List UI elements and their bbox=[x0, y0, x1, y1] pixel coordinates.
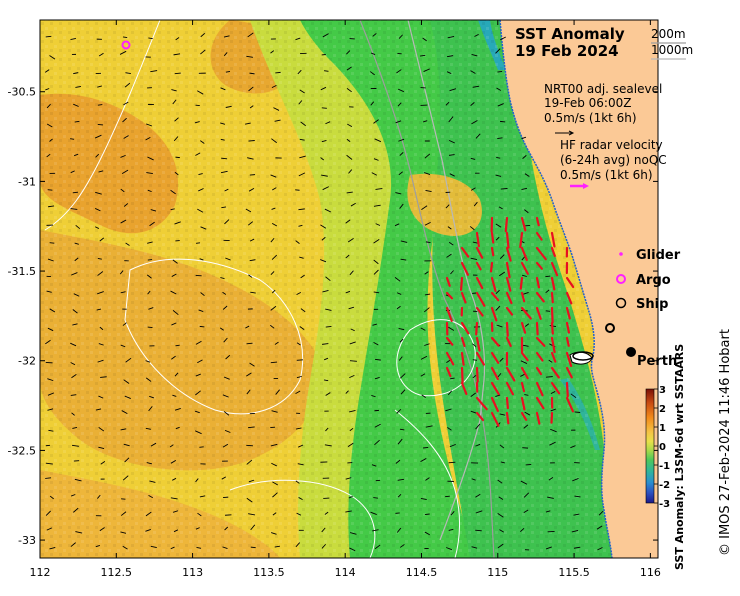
sealevel-arrow bbox=[148, 327, 153, 328]
lon-tick-label: 112 bbox=[30, 566, 51, 579]
colorbar-tick-label: 1 bbox=[659, 423, 666, 434]
sealevel-arrow bbox=[271, 362, 277, 363]
lon-tick-label: 116 bbox=[640, 566, 661, 579]
sealevel-arrow bbox=[500, 121, 505, 122]
lon-tick-label: 114 bbox=[335, 566, 356, 579]
radar-arrow bbox=[567, 383, 568, 396]
radar-arrow bbox=[521, 278, 522, 289]
radar-arrow bbox=[552, 308, 553, 322]
radar-line3: 0.5m/s (1kt 6h) bbox=[560, 168, 653, 182]
colorbar bbox=[646, 389, 654, 503]
sealevel-arrow bbox=[148, 260, 152, 261]
radar-arrow bbox=[476, 323, 477, 334]
sealevel-arrow bbox=[475, 530, 482, 531]
radar-line1: HF radar velocity bbox=[560, 138, 663, 152]
sealevel-arrow bbox=[251, 547, 256, 548]
sealevel-line2: 19-Feb 06:00Z bbox=[544, 96, 631, 110]
sealevel-arrow bbox=[425, 514, 430, 515]
lat-tick-label: -32 bbox=[18, 355, 36, 368]
radar-arrow bbox=[506, 218, 507, 231]
sealevel-arrow bbox=[45, 478, 51, 479]
sealevel-arrow bbox=[322, 108, 327, 109]
sealevel-arrow bbox=[175, 345, 179, 346]
perth-marker bbox=[626, 347, 636, 357]
sealevel-arrow bbox=[100, 377, 107, 378]
radar-arrow bbox=[537, 323, 538, 334]
sealevel-arrow bbox=[575, 412, 581, 413]
sealevel-arrow bbox=[546, 377, 553, 378]
perth-label: Perth bbox=[637, 354, 677, 369]
lat-tick-label: -30.5 bbox=[8, 86, 36, 99]
colorbar-tick-label: -3 bbox=[659, 499, 670, 510]
colorbar-label: SST Anomaly: L3SM-6d wrt SSTAARS bbox=[673, 344, 686, 570]
lon-tick-label: 114.5 bbox=[406, 566, 438, 579]
map-title: SST Anomaly bbox=[515, 25, 625, 43]
radar-arrow bbox=[507, 233, 509, 248]
sealevel-arrow bbox=[297, 360, 303, 361]
radar-arrow bbox=[507, 398, 508, 408]
lon-tick-label: 112.5 bbox=[101, 566, 133, 579]
sealevel-arrow bbox=[123, 37, 127, 38]
sealevel-arrow bbox=[326, 326, 332, 327]
contour-label-200m: 200m bbox=[651, 27, 686, 41]
legend-ship: Ship bbox=[636, 297, 668, 312]
sealevel-line1: NRT00 adj. sealevel bbox=[544, 82, 662, 96]
radar-arrow bbox=[507, 413, 508, 423]
glider-icon bbox=[619, 252, 623, 256]
sealevel-arrow bbox=[175, 73, 181, 74]
sealevel-arrow bbox=[501, 189, 508, 190]
lon-tick-label: 113 bbox=[182, 566, 203, 579]
sealevel-arrow bbox=[50, 243, 55, 244]
lat-tick-label: -33 bbox=[18, 534, 36, 547]
legend-argo: Argo bbox=[636, 273, 671, 288]
sealevel-arrow bbox=[196, 243, 200, 244]
sealevel-arrow bbox=[275, 72, 280, 73]
sealevel-arrow bbox=[373, 498, 378, 499]
lon-tick-label: 115.5 bbox=[558, 566, 590, 579]
colorbar-tick-label: 0 bbox=[659, 442, 666, 453]
radar-arrow bbox=[552, 293, 553, 302]
colorbar-tick-label: 2 bbox=[659, 404, 666, 415]
sealevel-arrow bbox=[545, 276, 550, 277]
sealevel-arrow bbox=[199, 447, 203, 448]
radar-line2: (6-24h avg) noQC bbox=[560, 153, 667, 167]
credit-text: © IMOS 27-Feb-2024 11:46 Hobart bbox=[718, 329, 733, 556]
lon-tick-label: 115 bbox=[487, 566, 508, 579]
colorbar-tick-label: 3 bbox=[659, 385, 666, 396]
lat-tick-label: -31.5 bbox=[8, 265, 36, 278]
radar-arrow bbox=[507, 323, 508, 336]
radar-arrow bbox=[477, 368, 478, 382]
lon-tick-label: 113.5 bbox=[253, 566, 285, 579]
sealevel-arrow bbox=[200, 326, 205, 327]
lat-tick-label: -31 bbox=[18, 175, 36, 188]
map-date: 19 Feb 2024 bbox=[515, 42, 619, 60]
colorbar-tick-label: -1 bbox=[659, 461, 670, 472]
radar-arrow bbox=[492, 248, 493, 255]
sealevel-arrow bbox=[70, 139, 74, 140]
radar-arrow bbox=[491, 263, 492, 271]
sealevel-arrow bbox=[73, 192, 78, 193]
legend-glider: Glider bbox=[636, 248, 681, 263]
radar-arrow bbox=[492, 233, 493, 242]
sealevel-arrow bbox=[247, 343, 253, 344]
sealevel-arrow bbox=[423, 447, 428, 448]
sealevel-arrow bbox=[473, 360, 477, 361]
sealevel-arrow bbox=[497, 71, 502, 72]
radar-arrow bbox=[462, 368, 463, 383]
lat-tick-label: -32.5 bbox=[8, 444, 36, 457]
sealevel-arrow bbox=[248, 141, 254, 142]
sealevel-arrow bbox=[445, 496, 450, 497]
contour-label-1000m: 1000m bbox=[651, 43, 693, 57]
sealevel-line3: 0.5m/s (1kt 6h) bbox=[544, 111, 637, 125]
sealevel-arrow bbox=[546, 311, 550, 312]
radar-arrow bbox=[461, 278, 462, 290]
colorbar-tick-label: -2 bbox=[659, 480, 670, 491]
radar-arrow bbox=[552, 323, 553, 334]
